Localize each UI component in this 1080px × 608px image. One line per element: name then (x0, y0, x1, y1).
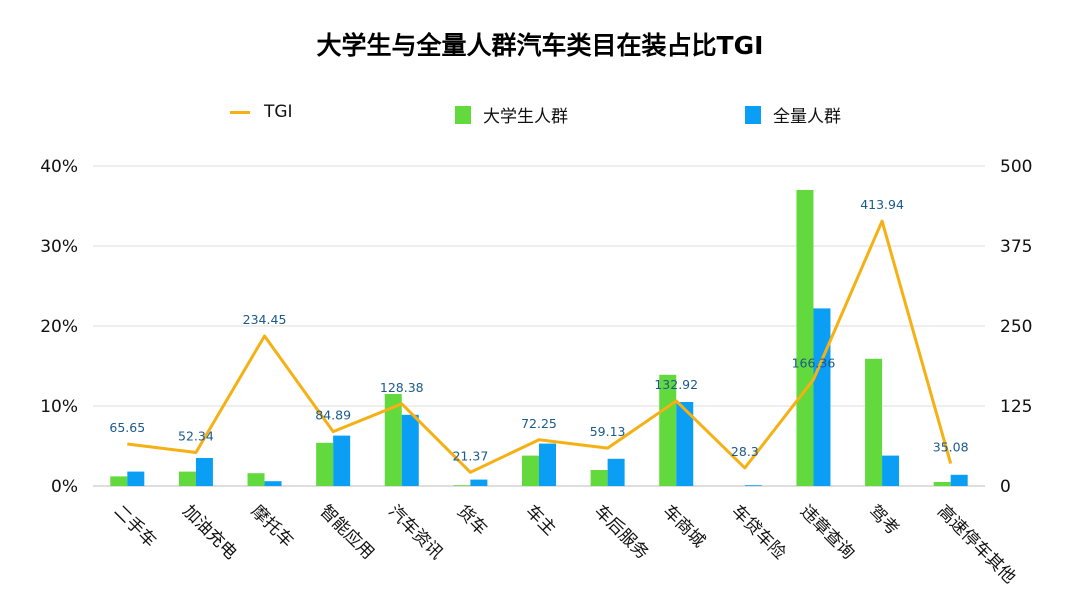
x-tick-label: 车贷车险 (727, 501, 789, 563)
data-label: 234.45 (243, 312, 287, 327)
data-label: 72.25 (521, 416, 557, 431)
bar-students (590, 470, 608, 486)
x-tick-label: 车商城 (659, 501, 709, 551)
data-label: 65.65 (109, 420, 145, 435)
y-left-tick-label: 10% (40, 397, 78, 417)
x-tick-label: 违章查询 (796, 501, 858, 563)
bar-students (384, 394, 402, 486)
data-label: 166.36 (792, 356, 836, 371)
y-left-tick-label: 40% (40, 157, 78, 177)
data-label: 128.38 (380, 380, 424, 395)
legend-item-tgi: TGI (230, 102, 293, 122)
bar-all (813, 308, 831, 486)
bar-students (865, 358, 883, 486)
legend-label-tgi: TGI (264, 102, 293, 122)
bar-students (178, 471, 196, 486)
bar-all (607, 458, 625, 486)
legend-item-all: 全量人群 (745, 102, 841, 127)
bar-students (316, 442, 334, 486)
bar-all (744, 485, 762, 486)
chart-title: 大学生与全量人群汽车类目在装占比TGI (316, 31, 764, 60)
legend-blue-swatch (745, 105, 761, 124)
data-label: 132.92 (654, 377, 698, 392)
bar-students (933, 482, 951, 486)
legend-item-students: 大学生人群 (455, 102, 568, 127)
y-right-tick-label: 375 (1000, 237, 1032, 257)
y-left-tick-label: 0% (51, 477, 78, 497)
legend-green-swatch (455, 105, 471, 124)
x-tick-label: 汽车资讯 (384, 501, 446, 563)
y-right-tick-label: 250 (1000, 317, 1032, 337)
data-label: 59.13 (590, 424, 626, 439)
data-label: 21.37 (452, 448, 488, 463)
bar-all (676, 402, 694, 486)
x-tick-label: 摩托车 (247, 501, 297, 551)
y-right-tick-label: 125 (1000, 397, 1032, 417)
bar-all (401, 414, 419, 486)
bar-all (333, 435, 351, 486)
legend-line-swatch (230, 110, 250, 114)
bar-students (796, 190, 814, 486)
x-tick-label: 车主 (521, 501, 559, 539)
data-label: 52.34 (178, 429, 214, 444)
bar-all (264, 481, 282, 486)
bar-students (247, 473, 265, 486)
bar-all (539, 443, 556, 486)
bar-students (522, 455, 539, 486)
y-left-tick-label: 30% (40, 237, 78, 257)
bar-all (195, 458, 213, 486)
data-label: 28.3 (731, 444, 759, 459)
tgi-line (127, 219, 953, 474)
legend-label-students: 大学生人群 (483, 107, 568, 127)
x-tick-label: 驾考 (865, 501, 903, 539)
x-tick-label: 二手车 (110, 501, 160, 551)
bar-students (110, 476, 128, 486)
x-tick-label: 智能应用 (316, 501, 378, 563)
x-tick-label: 货车 (453, 501, 491, 539)
y-right-tick-label: 0 (1000, 477, 1011, 497)
bar-all (950, 474, 968, 486)
bar-all (127, 471, 145, 486)
bar-all (882, 455, 900, 486)
legend-label-all: 全量人群 (773, 107, 841, 127)
y-right-tick-label: 500 (1000, 157, 1032, 177)
y-left-tick-label: 20% (40, 317, 78, 337)
bar-all (470, 479, 488, 486)
x-tick-label: 加油充电 (178, 501, 240, 563)
x-tick-label: 车后服务 (590, 501, 652, 563)
data-label: 35.08 (933, 440, 969, 455)
bar-students (453, 485, 471, 486)
data-label: 84.89 (315, 408, 351, 423)
data-label: 413.94 (860, 197, 904, 212)
x-tick-label: 高速停车其他 (933, 501, 1019, 587)
